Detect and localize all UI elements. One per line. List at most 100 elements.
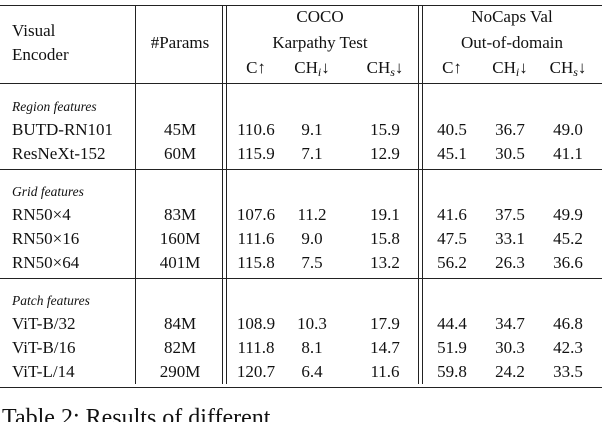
metric-header: CHi↓ <box>294 58 329 78</box>
row-label: RN50×16 <box>12 229 80 248</box>
header-cell: COCO <box>296 7 344 26</box>
row-label: RN50×64 <box>12 253 80 272</box>
rule <box>0 83 602 84</box>
cell: 14.7 <box>370 338 400 357</box>
cell: 36.7 <box>495 120 525 139</box>
rule <box>0 278 602 279</box>
group-label: Region features <box>12 99 97 114</box>
metric-arrow: ↓ <box>394 58 404 77</box>
header-cell: NoCaps Val <box>471 7 553 26</box>
cell: 111.8 <box>237 338 275 357</box>
cell: 45.1 <box>437 144 467 163</box>
rule <box>0 5 602 6</box>
cell: 33.1 <box>495 229 525 248</box>
caption: Table 2: Results of different <box>2 405 271 422</box>
group-label: Patch features <box>12 293 90 308</box>
header-cell: #Params <box>150 33 210 52</box>
metric-sub: s <box>390 65 395 79</box>
cell: 37.5 <box>495 205 525 224</box>
header-cell: Out-of-domain <box>461 33 563 52</box>
cell: 12.9 <box>370 144 400 163</box>
metric-arrow: ↓ <box>519 58 528 77</box>
metric-arrow: ↓ <box>577 58 587 77</box>
cell: 46.8 <box>553 314 583 333</box>
header-cell: Visual <box>12 21 56 40</box>
metric-sub: i <box>317 65 322 79</box>
cell: 108.9 <box>236 314 276 333</box>
header-cell: Encoder <box>12 45 69 64</box>
metric-header: C↑ <box>246 58 266 78</box>
cell: 49.9 <box>553 205 583 224</box>
cell: 15.9 <box>370 120 400 139</box>
metric-sub: i <box>515 65 520 79</box>
cell: 10.3 <box>297 314 327 333</box>
metric-header: CHs↓ <box>367 58 404 78</box>
cell: 24.2 <box>495 362 525 381</box>
cell: 45.2 <box>553 229 583 248</box>
row-label: ResNeXt-152 <box>12 144 106 163</box>
cell: 84M <box>163 314 197 333</box>
cell: 51.9 <box>437 338 467 357</box>
metric-arrow: ↑ <box>453 58 462 77</box>
cell: 11.2 <box>297 205 327 224</box>
metric-sub: s <box>573 65 578 79</box>
cell: 17.9 <box>370 314 400 333</box>
column-rule <box>226 5 227 384</box>
cell: 110.6 <box>237 120 275 139</box>
row-label: ViT-B/32 <box>12 314 76 333</box>
cell: 56.2 <box>437 253 467 272</box>
metric-header: CHi↓ <box>492 58 527 78</box>
cell: 19.1 <box>370 205 400 224</box>
row-label: RN50×4 <box>12 205 71 224</box>
row-label: ViT-B/16 <box>12 338 76 357</box>
cell: 26.3 <box>495 253 525 272</box>
cell: 111.6 <box>237 229 275 248</box>
cell: 7.5 <box>301 253 323 272</box>
cell: 60M <box>163 144 197 163</box>
row-label: BUTD-RN101 <box>12 120 114 139</box>
metric-base: C <box>246 58 258 77</box>
metric-base: CH <box>549 58 574 77</box>
metric-base: CH <box>492 58 516 77</box>
metric-base: CH <box>366 58 391 77</box>
metric-arrow: ↑ <box>257 58 266 77</box>
cell: 42.3 <box>553 338 583 357</box>
metric-header: C↑ <box>442 58 462 78</box>
metric-arrow: ↓ <box>321 58 330 77</box>
cell: 44.4 <box>437 314 467 333</box>
column-rule <box>222 5 223 384</box>
cell: 41.6 <box>437 205 467 224</box>
row-label: ViT-L/14 <box>12 362 75 381</box>
cell: 34.7 <box>495 314 525 333</box>
cell: 13.2 <box>370 253 400 272</box>
header-cell: Karpathy Test <box>272 33 368 52</box>
column-rule <box>418 5 419 384</box>
cell: 15.8 <box>370 229 400 248</box>
cell: 7.1 <box>301 144 323 163</box>
cell: 30.3 <box>495 338 525 357</box>
cell: 33.5 <box>553 362 583 381</box>
cell: 120.7 <box>236 362 276 381</box>
cell: 115.8 <box>237 253 275 272</box>
metric-base: CH <box>294 58 318 77</box>
cell: 290M <box>159 362 201 381</box>
cell: 45M <box>163 120 197 139</box>
cell: 83M <box>163 205 197 224</box>
rule <box>0 387 602 388</box>
cell: 47.5 <box>437 229 467 248</box>
cell: 30.5 <box>495 144 525 163</box>
cell: 41.1 <box>553 144 583 163</box>
cell: 401M <box>159 253 201 272</box>
cell: 115.9 <box>237 144 275 163</box>
cell: 8.1 <box>301 338 323 357</box>
cell: 9.0 <box>301 229 323 248</box>
cell: 49.0 <box>553 120 583 139</box>
cell: 82M <box>163 338 197 357</box>
cell: 59.8 <box>437 362 467 381</box>
metric-header: CHs↓ <box>550 58 587 78</box>
cell: 6.4 <box>301 362 323 381</box>
cell: 107.6 <box>236 205 276 224</box>
cell: 160M <box>159 229 201 248</box>
cell: 11.6 <box>370 362 400 381</box>
